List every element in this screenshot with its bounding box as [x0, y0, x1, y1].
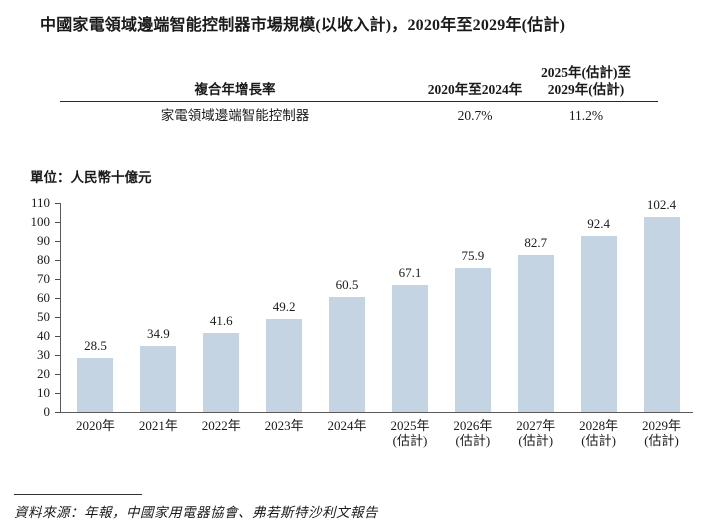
y-axis-tick-label: 100: [30, 214, 51, 229]
bar-chart: 0 10 20 30 40 50 60 70 80 90 100 110 28.5 2020年 34.9 20…: [0, 190, 719, 465]
bar-value-label: 67.1: [398, 264, 422, 280]
y-axis-tick-label: 40: [37, 328, 50, 343]
x-axis-category-label: 2025年 (估計): [390, 418, 430, 448]
x-axis-category-label: 2021年: [138, 418, 178, 433]
x-axis-line: [60, 412, 693, 413]
y-axis-tick-label: 0: [43, 404, 51, 419]
y-axis-tick: [55, 355, 60, 356]
y-axis-tick-label: 50: [37, 309, 50, 324]
y-axis-tick-label: 90: [37, 233, 50, 248]
x-axis-category-label: 2023年: [264, 418, 304, 433]
cagr-header-spacer-1: [60, 64, 410, 81]
bar-value-label: 102.4: [646, 197, 677, 213]
x-axis-category-label: 2024年: [327, 418, 367, 433]
cagr-table: 2025年(估計)至 複合年增長率 2020年至2024年 2029年(估計) …: [60, 64, 658, 124]
bar-2027年: [517, 254, 554, 412]
bar-value-label: 75.9: [461, 247, 485, 263]
x-axis-category-label: 2026年 (估計): [453, 418, 493, 448]
bar-2029年: [643, 217, 680, 412]
y-axis-tick: [55, 374, 60, 375]
y-axis-tick: [55, 412, 60, 413]
cagr-header-row-1: 2025年(估計)至: [60, 64, 658, 81]
cagr-header-row-2: 複合年增長率 2020年至2024年 2029年(估計): [60, 81, 658, 98]
y-axis-tick-label: 110: [30, 195, 50, 210]
bar-2025年: [391, 284, 428, 412]
x-axis-category-label: 2028年 (估計): [579, 418, 619, 448]
y-axis-tick: [55, 279, 60, 280]
bar-2023年: [266, 318, 303, 412]
y-axis-tick-label: 30: [37, 347, 50, 362]
bar-2021年: [140, 345, 177, 412]
y-axis-tick: [55, 203, 60, 204]
y-axis-tick: [55, 241, 60, 242]
cagr-row-label: 家電領域邊端智能控制器: [160, 108, 310, 123]
y-axis-tick-label: 80: [37, 252, 50, 267]
bar-value-label: 34.9: [146, 325, 170, 341]
cagr-header-col1: 複合年增長率: [194, 82, 276, 97]
table-row: 家電領域邊端智能控制器 20.7% 11.2%: [60, 107, 658, 124]
bar-value-label: 41.6: [209, 312, 233, 328]
source-note: 資料來源：年報，中國家用電器協會、弗若斯特沙利文報告: [14, 505, 378, 520]
y-axis-tick: [55, 298, 60, 299]
bar-value-label: 92.4: [587, 216, 610, 232]
footnote-rule: [14, 494, 142, 495]
y-axis-tick: [55, 317, 60, 318]
y-axis-tick: [55, 222, 60, 223]
cagr-header-col2: 2020年至2024年: [427, 82, 523, 97]
cagr-value-2025-2029: 11.2%: [568, 108, 604, 123]
y-axis-tick-label: 20: [37, 366, 50, 381]
y-axis-tick-label: 70: [37, 271, 50, 286]
x-axis-category-label: 2027年 (估計): [516, 418, 556, 448]
bar-value-label: 60.5: [335, 277, 359, 293]
bar-2026年: [454, 267, 491, 412]
cagr-header-col3-line2: 2029年(估計): [547, 82, 625, 97]
x-axis-category-label: 2022年: [201, 418, 241, 433]
y-axis-line: [60, 203, 61, 412]
cagr-header-col3-line1: 2025年(估計)至: [541, 65, 631, 80]
x-axis-category-label: 2020年: [75, 418, 115, 433]
cagr-value-2020-2024: 20.7%: [457, 108, 493, 123]
y-axis-tick-label: 10: [37, 385, 50, 400]
bar-2022年: [203, 332, 240, 412]
bar-2028年: [580, 236, 617, 412]
page-title: 中國家電領域邊端智能控制器市場規模(以收入計)，2020年至2029年(估計): [40, 17, 566, 34]
y-axis-tick: [55, 260, 60, 261]
y-axis-tick: [55, 336, 60, 337]
table-header-rule: [60, 101, 658, 102]
bar-value-label: 28.5: [84, 337, 107, 353]
cagr-header-spacer-2: [410, 64, 540, 81]
bar-2024年: [329, 297, 366, 412]
bar-value-label: 82.7: [524, 234, 548, 250]
unit-label: 單位：人民幣十億元: [30, 170, 152, 185]
y-axis-tick-label: 60: [37, 290, 50, 305]
y-axis-tick: [55, 393, 60, 394]
bar-value-label: 49.2: [272, 298, 296, 314]
bar-2020年: [77, 357, 114, 412]
x-axis-category-label: 2029年 (估計): [642, 418, 682, 448]
